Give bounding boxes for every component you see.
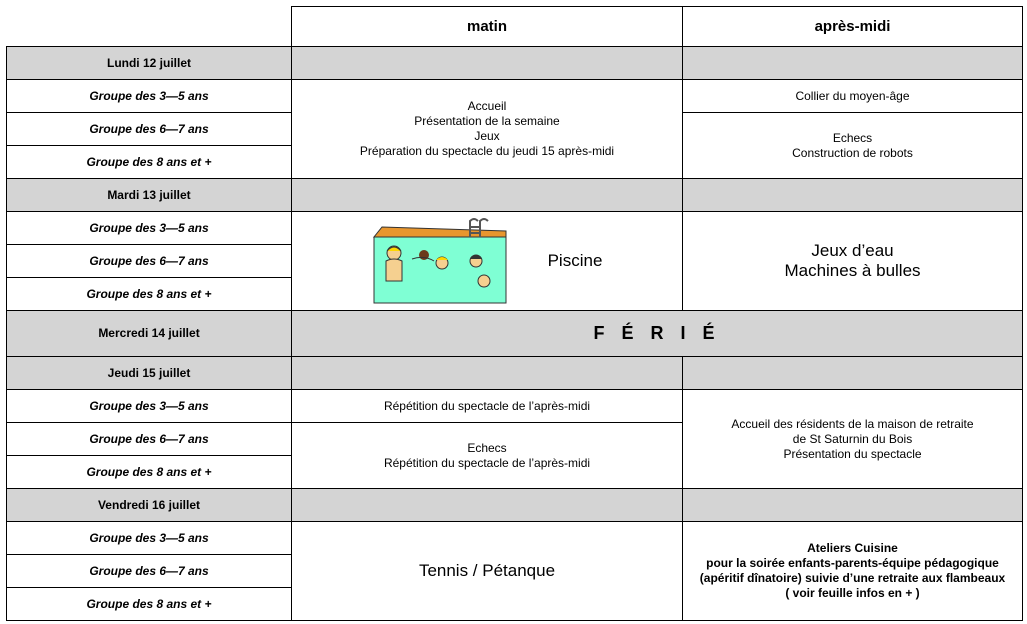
group-label: Groupe des 6—7 ans: [6, 244, 292, 278]
activity-line: Tennis / Pétanque: [418, 561, 556, 580]
group-row: Groupe des 6—7 ans Echecs Répétition du sp…: [6, 422, 1023, 489]
group-label: Groupe des 8 ans et +: [6, 145, 292, 179]
activity-line: Jeux: [474, 129, 500, 143]
activity-cell: Accueil des résidents de la maison de re…: [682, 389, 1023, 489]
group-label: Groupe des 3—5 ans: [6, 521, 292, 555]
day-label: Jeudi 15 juillet: [6, 356, 292, 390]
column-header: après-midi: [682, 6, 1023, 47]
activity-text: Tennis / Pétanque: [296, 561, 678, 581]
day-row: Mardi 13 juillet: [6, 178, 1023, 212]
day-row: Vendredi 16 juillet: [6, 488, 1023, 522]
activity-line: Accueil: [467, 99, 507, 113]
day-row: Lundi 12 juillet: [6, 46, 1023, 80]
day-empty-cell: [291, 488, 683, 522]
group-row: Groupe des 6—7 ans: [6, 554, 1023, 588]
day-label: Vendredi 16 juillet: [6, 488, 292, 522]
group-row: Groupe des 3—5 ans Piscine Jeux d’eau Mach…: [6, 211, 1023, 311]
pool-clipart: [372, 218, 507, 304]
activity-cell: Piscine: [291, 211, 683, 311]
day-empty-cell: [682, 356, 1023, 390]
group-row: Groupe des 3—5 ans Répétition du spectacl…: [6, 389, 1023, 489]
activity-text: Echecs Répétition du spectacle de l’après…: [296, 441, 678, 471]
activity-line: Accueil des résidents de la maison de re…: [731, 416, 974, 431]
group-row: Groupe des 3—5 ans Accueil Présentation de…: [6, 79, 1023, 179]
activity-line: Présentation du spectacle: [783, 446, 922, 461]
activity-cell: Echecs Construction de robots: [682, 112, 1023, 179]
activity-line: (apéritif dînatoire) suivie d’une retrai…: [699, 571, 1006, 585]
activity-line: de St Saturnin du Bois: [792, 431, 913, 446]
activity-line: Ateliers Cuisine: [807, 541, 898, 555]
day-row: Jeudi 15 juillet: [6, 356, 1023, 390]
activity-line: Répétition du spectacle de l’après-midi: [383, 455, 591, 470]
activity-line: Construction de robots: [792, 145, 913, 160]
activity-cell: Accueil Présentation de la semaine Jeux Pré…: [291, 79, 683, 179]
activity-line: Machines à bulles: [784, 261, 921, 280]
group-label: Groupe des 3—5 ans: [6, 79, 292, 113]
day-label: Mercredi 14 juillet: [6, 310, 292, 357]
column-header: matin: [291, 6, 683, 47]
group-label: Groupe des 8 ans et +: [6, 587, 292, 621]
group-row: Groupe des 3—5 ans Tennis / Pétanque Ateli…: [6, 521, 1023, 621]
day-label: Mardi 13 juillet: [6, 178, 292, 212]
activity-text: Piscine: [296, 217, 678, 305]
activity-text: Collier du moyen-âge: [687, 89, 1018, 104]
group-label: Groupe des 8 ans et +: [6, 455, 292, 489]
activity-text: Ateliers Cuisine pour la soirée enfants-p…: [687, 541, 1018, 601]
activity-line: Collier du moyen-âge: [795, 88, 910, 103]
activity-line: ( voir feuille infos en + ): [785, 586, 920, 600]
activity-line: Echecs: [832, 130, 873, 145]
activity-cell: Répétition du spectacle de l’après-midi: [291, 389, 683, 423]
activity-cell: Tennis / Pétanque: [291, 521, 683, 621]
activity-text: Echecs Construction de robots: [687, 131, 1018, 161]
activity-line: Piscine: [547, 251, 603, 270]
group-label: Groupe des 8 ans et +: [6, 277, 292, 311]
day-empty-cell: [682, 178, 1023, 212]
group-row: Groupe des 8 ans et +: [6, 587, 1023, 621]
group-label: Groupe des 3—5 ans: [6, 389, 292, 423]
activity-line: Jeux d’eau: [811, 241, 894, 260]
group-row: Groupe des 6—7 ans Echecs Construction de …: [6, 112, 1023, 179]
activity-line: Présentation de la semaine: [414, 114, 560, 128]
activity-cell: Jeux d’eau Machines à bulles: [682, 211, 1023, 311]
activity-text: Accueil des résidents de la maison de re…: [687, 417, 1018, 462]
blank-cell: [6, 6, 292, 47]
activity-line: Répétition du spectacle de l’après-midi: [383, 398, 591, 413]
day-row: Mercredi 14 juillet F É R I É: [6, 310, 1023, 357]
day-empty-cell: [291, 178, 683, 212]
activity-cell: Collier du moyen-âge: [682, 79, 1023, 113]
activity-text: Répétition du spectacle de l’après-midi: [296, 399, 678, 414]
day-empty-cell: [682, 46, 1023, 80]
group-label: Groupe des 6—7 ans: [6, 554, 292, 588]
group-row: Groupe des 8 ans et +: [6, 277, 1023, 311]
activity-line: pour la soirée enfants-parents-équipe pé…: [706, 556, 999, 570]
activity-cell: Echecs Répétition du spectacle de l’après…: [291, 422, 683, 489]
group-label: Groupe des 3—5 ans: [6, 211, 292, 245]
group-row: Groupe des 8 ans et +: [6, 145, 1023, 179]
day-label: Lundi 12 juillet: [6, 46, 292, 80]
header-row: matin après-midi: [6, 6, 1023, 47]
activity-text: Jeux d’eau Machines à bulles: [687, 241, 1018, 281]
day-empty-cell: [291, 46, 683, 80]
group-row: Groupe des 6—7 ans: [6, 244, 1023, 278]
day-empty-cell: [291, 356, 683, 390]
holiday-cell: F É R I É: [291, 310, 1023, 357]
group-label: Groupe des 6—7 ans: [6, 112, 292, 146]
activity-text: Accueil Présentation de la semaine Jeux Pré…: [296, 99, 678, 159]
schedule-table: matin après-midi Lundi 12 juillet Groupe …: [6, 6, 1023, 621]
activity-cell: Ateliers Cuisine pour la soirée enfants-p…: [682, 521, 1023, 621]
activity-line: Préparation du spectacle du jeudi 15 apr…: [359, 144, 615, 158]
group-label: Groupe des 6—7 ans: [6, 422, 292, 456]
day-empty-cell: [682, 488, 1023, 522]
activity-line: Echecs: [467, 440, 507, 455]
